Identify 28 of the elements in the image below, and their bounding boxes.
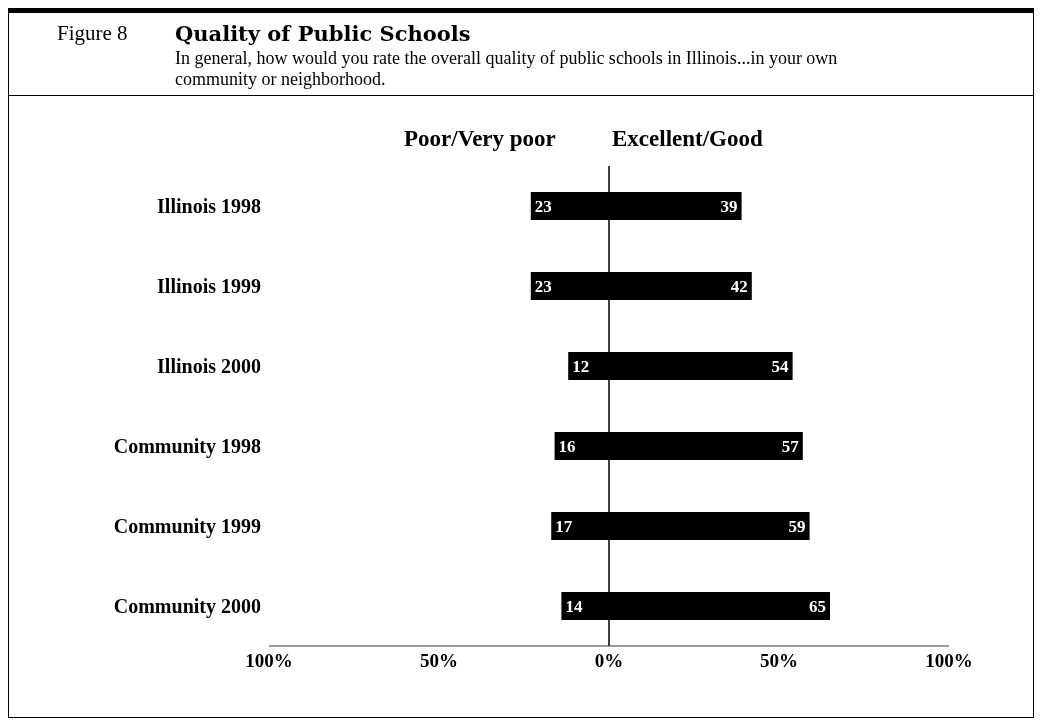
chart-subtitle: In general, how would you rate the overall quality of public schools in Illinois...in your own community or neighborhood. xyxy=(175,48,839,90)
data-label: 42 xyxy=(730,277,748,296)
data-label: 12 xyxy=(572,357,590,376)
data-label: 23 xyxy=(534,197,552,216)
series-label: Poor/Very poor xyxy=(404,126,556,152)
y-tick-label: Community 2000 xyxy=(113,595,261,619)
data-label: 54 xyxy=(771,357,790,376)
y-tick-label: Illinois 1998 xyxy=(157,195,261,218)
caption: Figure 8 xyxy=(57,21,128,45)
x-tick-label: 100% xyxy=(245,650,293,672)
chart-title: Quality of Public Schools xyxy=(175,21,472,46)
data-label: 59 xyxy=(788,517,806,536)
series-label: Excellent/Good xyxy=(612,126,763,152)
data-label: 16 xyxy=(558,437,576,456)
y-tick-label: Community 1998 xyxy=(113,435,261,459)
x-tick-label: 100% xyxy=(925,650,973,672)
y-tick-label: Community 1999 xyxy=(113,515,261,539)
x-tick-label: 50% xyxy=(760,650,798,672)
data-label: 57 xyxy=(781,437,800,456)
data-label: 39 xyxy=(720,197,738,216)
y-tick-label: Illinois 1999 xyxy=(157,275,261,298)
y-tick-label: Illinois 2000 xyxy=(157,355,261,378)
x-tick-label: 0% xyxy=(594,650,624,672)
data-label: 14 xyxy=(565,597,583,616)
data-label: 17 xyxy=(555,517,573,536)
x-tick-label: 50% xyxy=(420,650,458,672)
data-label: 23 xyxy=(534,277,552,296)
data-label: 65 xyxy=(809,597,826,616)
